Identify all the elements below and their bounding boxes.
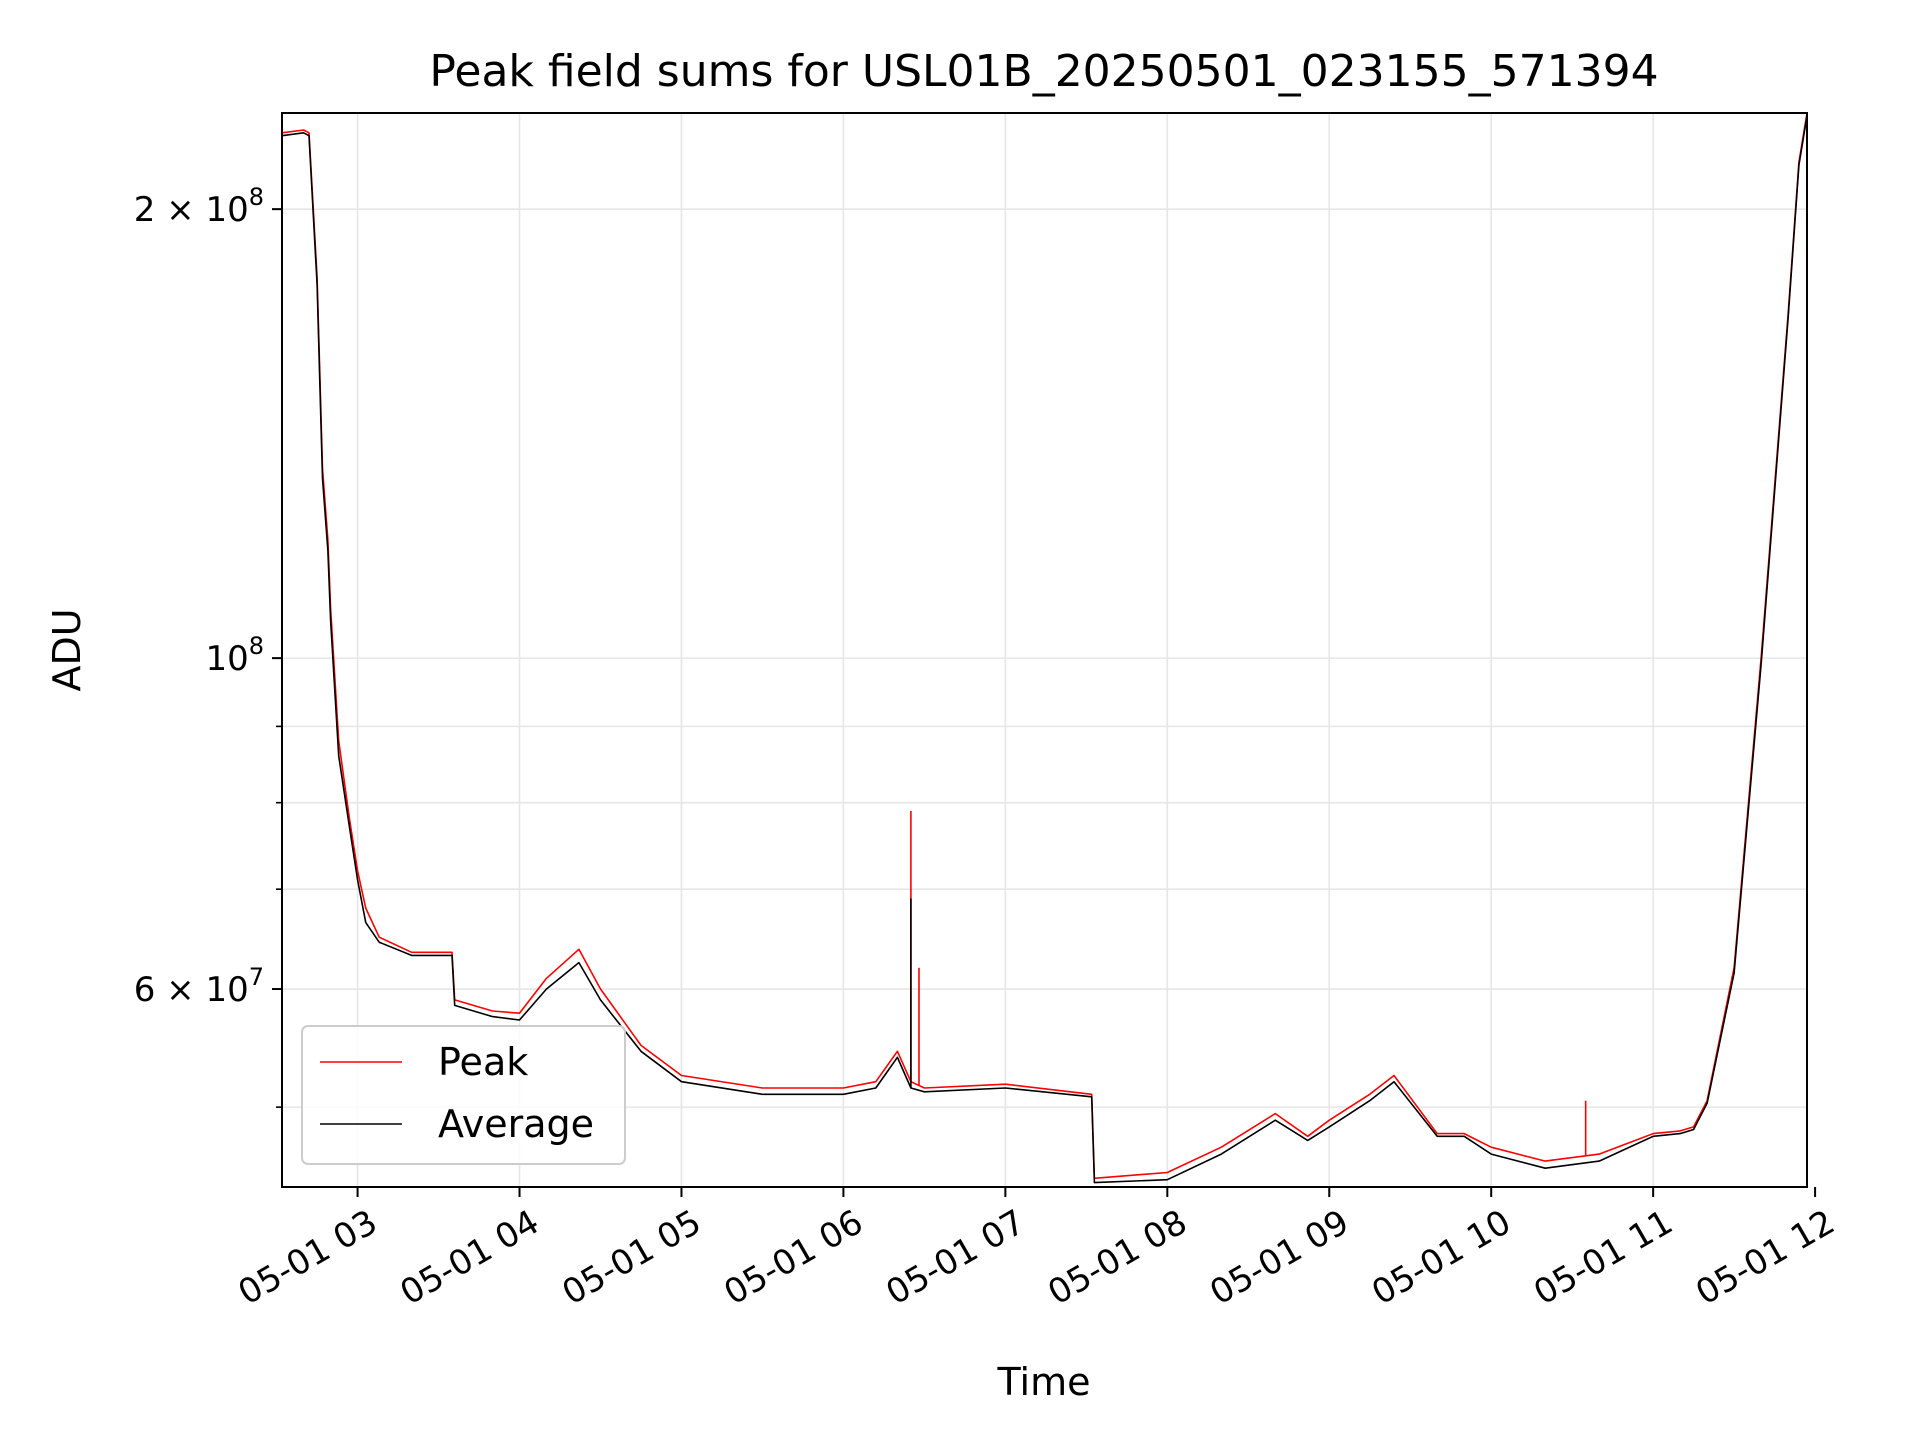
- x-axis-label: Time: [997, 1360, 1091, 1404]
- y-tick-label: 2 × 108: [134, 183, 264, 230]
- grid: [282, 113, 1807, 1187]
- y-axis: 2 × 108 108 6 × 107: [134, 183, 282, 1108]
- y-tick-label: 6 × 107: [134, 963, 264, 1010]
- plot-area: [281, 112, 1808, 1184]
- y-axis-label: ADU: [45, 608, 89, 691]
- legend-label-average: Average: [438, 1102, 594, 1146]
- legend-label-peak: Peak: [438, 1040, 528, 1084]
- legend: Peak Average: [301, 1025, 626, 1165]
- series-line-peak: [281, 112, 1808, 1180]
- series-line-average: [281, 115, 1808, 1184]
- axes-frame: [281, 112, 1808, 1188]
- y-tick-label: 108: [205, 632, 264, 679]
- chart-title: Peak field sums for USL01B_20250501_0231…: [429, 46, 1658, 97]
- legend-box: [301, 1025, 626, 1165]
